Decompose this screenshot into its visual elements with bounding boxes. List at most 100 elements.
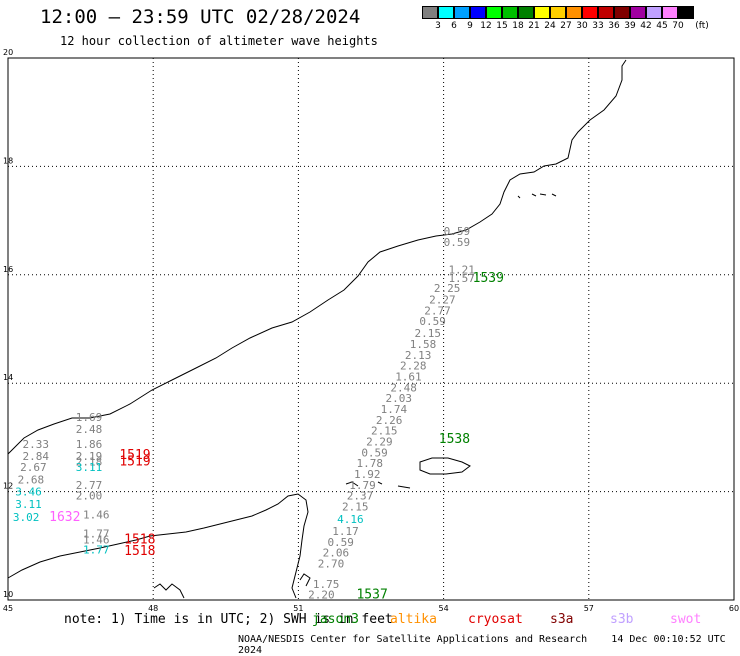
- wave-height-value: 1.21: [448, 264, 475, 277]
- color-scale-tick: 12: [480, 21, 492, 31]
- color-swatch: [646, 6, 662, 19]
- wave-height-value: 1.86: [76, 438, 103, 451]
- mission-label: altika: [390, 612, 437, 627]
- wave-height-value: 1.57: [448, 272, 475, 285]
- coastal-fragment-3: [345, 481, 359, 487]
- color-scale-bar: [422, 6, 694, 19]
- lat-tick-label: 18: [3, 156, 13, 165]
- wave-height-value: 3.46: [15, 485, 42, 498]
- coastline-somalia: [7, 493, 309, 599]
- wave-height-value: 0.59: [419, 315, 446, 328]
- lat-tick-label: 20: [3, 48, 13, 57]
- wave-height-value: 2.19: [76, 450, 103, 463]
- wave-height-value: 2.27: [429, 294, 456, 307]
- wave-height-value: 1.77: [83, 528, 110, 541]
- socotra-island: [419, 457, 471, 475]
- coastal-fragment: [153, 583, 185, 599]
- pass-time-label: 1537: [356, 587, 387, 602]
- wave-height-value: 2.25: [434, 282, 461, 295]
- wave-height-value: 2.70: [318, 557, 345, 570]
- pass-time-label: 1518: [124, 533, 155, 548]
- color-swatch: [454, 6, 470, 19]
- color-scale-tick: 15: [496, 21, 508, 31]
- lon-tick-label: 54: [439, 604, 449, 613]
- color-scale-tick: 3: [435, 21, 441, 31]
- color-swatch: [438, 6, 454, 19]
- wave-height-value: 2.15: [415, 327, 442, 340]
- color-scale-tick: 6: [451, 21, 457, 31]
- wave-height-value: 2.28: [400, 360, 427, 373]
- pass-time-label: 1539: [473, 271, 504, 286]
- wave-height-value: 1.58: [410, 338, 437, 351]
- lon-tick-label: 48: [148, 604, 158, 613]
- wave-height-value: 1.74: [381, 403, 408, 416]
- wave-height-value: 2.00: [76, 490, 103, 503]
- wave-height-value: 2.20: [308, 588, 335, 601]
- wave-height-value: 2.37: [347, 490, 374, 503]
- wave-height-value: 3.11: [15, 498, 42, 511]
- color-swatch: [678, 6, 694, 19]
- footer-credit: NOAA/NESDIS Center for Satellite Applica…: [238, 634, 740, 656]
- mission-label: swot: [670, 612, 702, 627]
- wave-height-value: 1.46: [83, 509, 110, 522]
- coastal-fragment-2: [299, 573, 311, 587]
- wave-height-value: 4.16: [337, 513, 364, 526]
- color-swatch: [550, 6, 566, 19]
- wave-height-value: 0.59: [361, 446, 388, 459]
- pass-time-label: 1519: [119, 448, 150, 463]
- wave-height-labels: 0.590.591.211.5715392.252.272.770.592.15…: [13, 225, 504, 602]
- mission-label: s3a: [550, 612, 574, 627]
- lon-tick-label: 51: [293, 604, 303, 613]
- color-swatch: [566, 6, 582, 19]
- wave-height-value: 3.11: [76, 461, 103, 474]
- color-swatch: [422, 6, 438, 19]
- color-scale-tick: 42: [640, 21, 652, 31]
- wave-height-value: 2.13: [405, 349, 432, 362]
- color-swatch: [630, 6, 646, 19]
- wave-height-value: 1.79: [349, 479, 376, 492]
- wave-height-value: 2.77: [424, 304, 451, 317]
- color-scale-tick: 9: [467, 21, 473, 31]
- wave-height-value: 2.15: [342, 501, 369, 514]
- lon-tick-label: 60: [729, 604, 739, 613]
- kuria-muria-islands: [517, 193, 557, 199]
- wave-height-value: 3.02: [13, 511, 40, 524]
- wave-height-value: 2.77: [76, 479, 103, 492]
- wave-height-value: 2.48: [76, 423, 103, 436]
- wave-height-value: 2.33: [23, 438, 50, 451]
- wave-height-value: 2.06: [323, 547, 350, 560]
- wave-height-value: 2.18: [76, 456, 103, 469]
- color-swatch: [598, 6, 614, 19]
- color-scale-tick: 36: [608, 21, 620, 31]
- color-scale-tick: 70: [672, 21, 684, 31]
- map-title: 12:00 — 23:59 UTC 02/28/2024: [40, 6, 361, 28]
- wave-height-value: 2.15: [371, 425, 398, 438]
- mission-label: cryosat: [468, 612, 523, 627]
- map-frame: [7, 57, 735, 601]
- color-scale-tick: 45: [656, 21, 668, 31]
- color-scale-tick: 21: [528, 21, 540, 31]
- color-swatch: [614, 6, 630, 19]
- color-swatch: [486, 6, 502, 19]
- color-scale-tick: 39: [624, 21, 636, 31]
- wave-height-value: 2.48: [390, 381, 417, 394]
- pass-time-label: 1538: [439, 432, 470, 447]
- color-swatch: [518, 6, 534, 19]
- pass-time-label: 1632: [49, 510, 80, 525]
- mission-label: s3b: [610, 612, 634, 627]
- lon-tick-label: 57: [584, 604, 594, 613]
- color-scale-tick: 18: [512, 21, 524, 31]
- wave-height-value: 2.26: [376, 414, 403, 427]
- wave-height-value: 0.59: [444, 236, 471, 249]
- coastline-arabia: [7, 59, 627, 455]
- samha-islet: [377, 481, 383, 485]
- wave-height-value: 2.68: [18, 473, 45, 486]
- map-subtitle: 12 hour collection of altimeter wave hei…: [60, 34, 378, 48]
- wave-height-value: 2.84: [23, 450, 50, 463]
- color-scale-tick: 33: [592, 21, 604, 31]
- wave-height-value: 1.92: [354, 468, 381, 481]
- wave-height-value: 1.46: [83, 534, 110, 547]
- wave-height-value: 2.29: [366, 436, 393, 449]
- color-scale-tick: 24: [544, 21, 556, 31]
